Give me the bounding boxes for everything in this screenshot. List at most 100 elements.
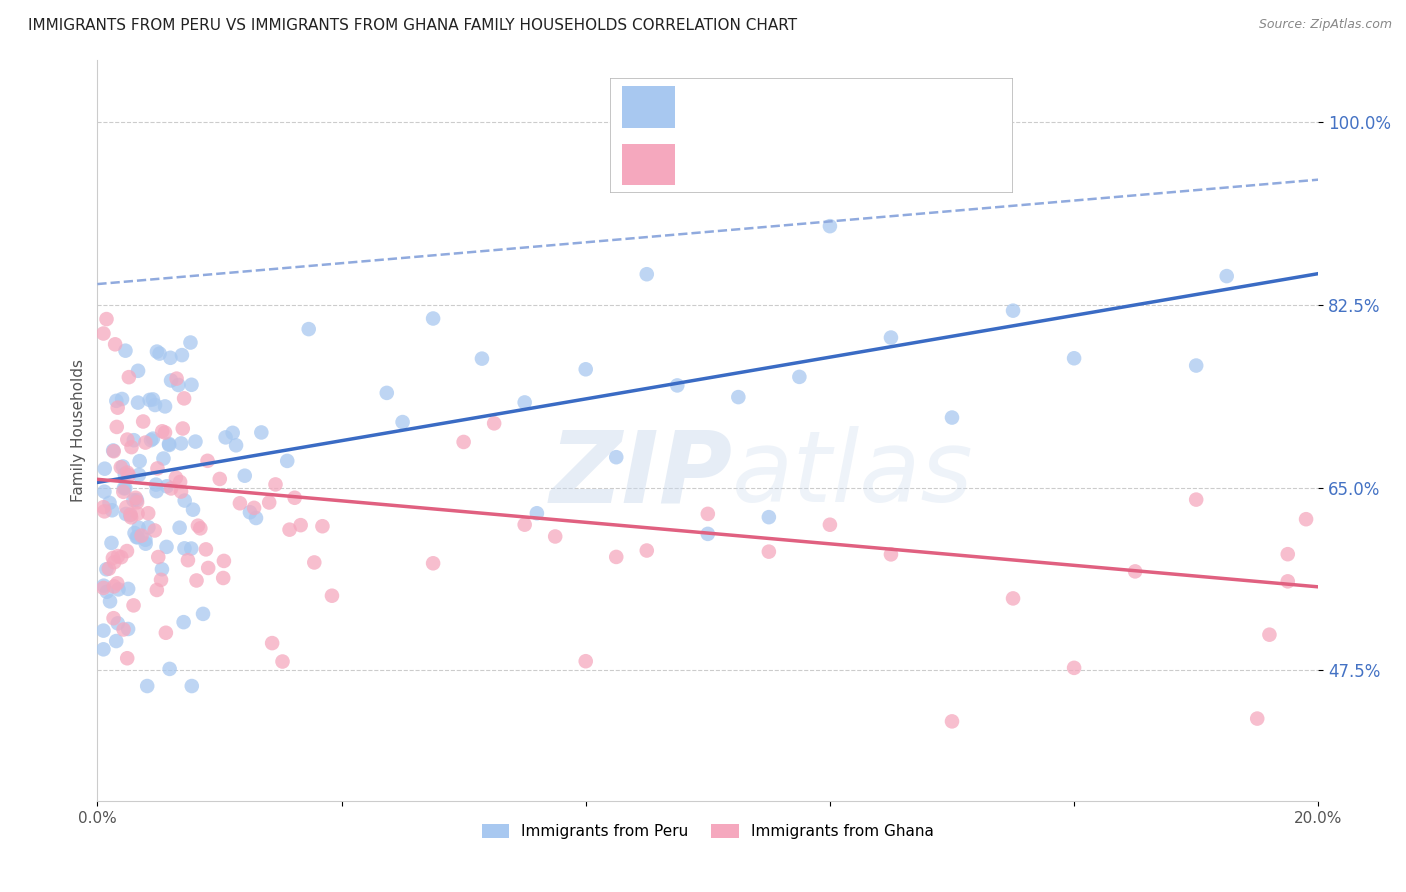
Point xyxy=(284,491,307,505)
Point xyxy=(605,450,627,465)
Point xyxy=(243,500,266,515)
Point xyxy=(153,400,176,414)
Point xyxy=(167,378,190,392)
Point xyxy=(1063,661,1085,675)
Point xyxy=(186,574,208,588)
Text: IMMIGRANTS FROM PERU VS IMMIGRANTS FROM GHANA FAMILY HOUSEHOLDS CORRELATION CHAR: IMMIGRANTS FROM PERU VS IMMIGRANTS FROM … xyxy=(28,18,797,33)
Point xyxy=(170,348,193,362)
Point xyxy=(160,482,183,496)
Point xyxy=(1295,512,1317,526)
Point xyxy=(239,505,262,519)
Point xyxy=(115,500,138,515)
Point xyxy=(128,521,150,535)
Point xyxy=(118,370,141,384)
Point xyxy=(1002,303,1025,318)
Point xyxy=(157,438,180,452)
Point xyxy=(153,425,176,440)
Point xyxy=(117,622,139,636)
Point xyxy=(114,343,136,358)
Point xyxy=(245,511,267,525)
Y-axis label: Family Households: Family Households xyxy=(72,359,86,501)
Point xyxy=(194,542,217,557)
Point xyxy=(105,576,128,591)
Point xyxy=(124,526,146,541)
Text: atlas: atlas xyxy=(733,426,974,524)
Legend: Immigrants from Peru, Immigrants from Ghana: Immigrants from Peru, Immigrants from Gh… xyxy=(475,818,941,845)
Point xyxy=(150,562,173,576)
Point xyxy=(122,493,145,508)
Point xyxy=(136,506,159,520)
Point xyxy=(145,484,167,499)
Point xyxy=(526,506,548,520)
Point xyxy=(212,571,235,585)
Point xyxy=(513,395,536,409)
Point xyxy=(103,611,125,625)
Point xyxy=(96,584,118,599)
Point xyxy=(96,312,118,326)
Point xyxy=(1277,547,1299,561)
Point xyxy=(120,510,142,524)
Point xyxy=(155,625,177,640)
Point xyxy=(212,554,235,568)
Point xyxy=(696,527,718,541)
Point xyxy=(93,484,115,499)
Point xyxy=(1215,269,1237,284)
Point xyxy=(264,477,287,491)
Point xyxy=(125,493,148,508)
Point xyxy=(143,524,166,538)
Point xyxy=(128,454,150,468)
Point xyxy=(880,547,903,561)
Point xyxy=(149,346,172,360)
Point xyxy=(214,430,236,444)
Point xyxy=(111,392,134,406)
Point xyxy=(134,435,156,450)
Point xyxy=(101,503,124,517)
Point xyxy=(105,420,128,434)
Point xyxy=(1258,628,1281,642)
Point xyxy=(134,533,156,547)
Point xyxy=(250,425,273,440)
Point xyxy=(225,438,247,452)
Point xyxy=(636,267,658,281)
Point xyxy=(93,642,115,657)
Point xyxy=(105,393,128,408)
Point xyxy=(290,518,312,533)
Point xyxy=(120,508,142,523)
Point xyxy=(575,654,598,668)
Point xyxy=(128,467,150,482)
Point xyxy=(104,337,127,351)
Point xyxy=(789,370,811,384)
Point xyxy=(311,519,333,533)
Point xyxy=(93,579,115,593)
Point xyxy=(150,573,173,587)
Point xyxy=(278,523,301,537)
Point xyxy=(257,495,280,509)
Point xyxy=(1002,591,1025,606)
Point xyxy=(146,582,169,597)
Point xyxy=(181,502,204,516)
Point xyxy=(114,481,136,495)
Text: Source: ZipAtlas.com: Source: ZipAtlas.com xyxy=(1258,18,1392,31)
Point xyxy=(145,477,167,491)
Point xyxy=(482,417,505,431)
Point xyxy=(1246,712,1268,726)
Point xyxy=(157,437,180,451)
Point xyxy=(880,330,903,344)
Point xyxy=(152,451,174,466)
Point xyxy=(125,530,148,544)
Point xyxy=(758,510,780,524)
Point xyxy=(155,540,177,554)
Point xyxy=(208,472,231,486)
Point xyxy=(132,415,155,429)
Point xyxy=(117,433,139,447)
Point xyxy=(696,507,718,521)
Point xyxy=(233,468,256,483)
Point xyxy=(107,582,129,597)
Point xyxy=(1063,351,1085,366)
Point xyxy=(1123,565,1146,579)
Point xyxy=(169,521,191,535)
Point xyxy=(276,454,298,468)
Point xyxy=(544,529,567,543)
Point xyxy=(103,555,125,569)
Point xyxy=(298,322,321,336)
